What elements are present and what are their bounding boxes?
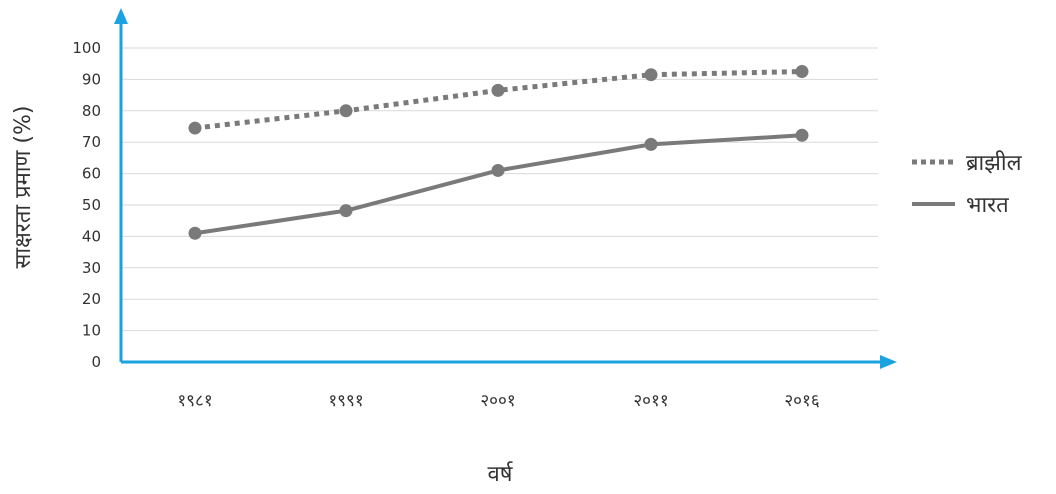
- x-axis-arrow-icon: [880, 355, 897, 369]
- x-tick-label: २०१६: [784, 391, 820, 411]
- data-point: [339, 204, 353, 218]
- y-tick-label: 10: [82, 322, 101, 340]
- x-tick-label: १९८१: [177, 391, 212, 411]
- x-tick-label: २०११: [633, 391, 668, 411]
- x-axis-tick-labels: १९८१ १९९१ २००१ २०११ २०१६: [177, 391, 820, 411]
- y-tick-label: 60: [82, 165, 101, 183]
- y-tick-label: 90: [82, 70, 101, 88]
- data-point: [795, 65, 809, 79]
- series-line-1: [194, 133, 803, 236]
- y-axis-title: साक्षरता प्रमाण (%): [11, 106, 36, 269]
- legend-label: भारत: [966, 193, 1009, 218]
- series-points: [188, 65, 809, 240]
- y-tick-label: 80: [82, 102, 101, 120]
- legend-label: ब्राझील: [966, 150, 1023, 176]
- legend: ब्राझील भारत: [912, 150, 1023, 218]
- data-point: [188, 121, 202, 135]
- data-point: [188, 226, 202, 240]
- data-point: [339, 104, 353, 118]
- x-axis-title: वर्ष: [488, 461, 514, 487]
- axes: [114, 8, 897, 369]
- y-axis-arrow-icon: [114, 8, 128, 24]
- y-tick-label: 0: [91, 353, 101, 371]
- series-line-0: [194, 69, 803, 131]
- y-tick-label: 100: [72, 39, 101, 57]
- y-tick-label: 40: [82, 227, 101, 245]
- y-axis-tick-labels: 0 10 20 30 40 50 60 70 80 90 100: [72, 39, 101, 371]
- y-tick-label: 70: [82, 133, 101, 151]
- data-point: [491, 163, 505, 177]
- data-point: [795, 128, 809, 142]
- y-tick-label: 20: [82, 290, 101, 308]
- data-point: [644, 68, 658, 82]
- data-point: [644, 137, 658, 151]
- y-tick-label: 30: [82, 259, 101, 277]
- x-tick-label: २००१: [480, 391, 515, 411]
- y-tick-label: 50: [82, 196, 101, 214]
- data-point: [491, 83, 505, 97]
- x-tick-label: १९९१: [328, 391, 363, 411]
